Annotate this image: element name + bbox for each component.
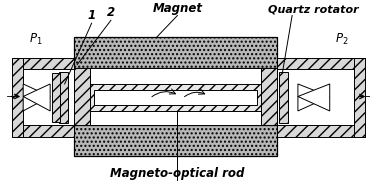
Text: $P_2$: $P_2$: [334, 32, 348, 47]
Bar: [90, 68, 261, 125]
Bar: [23, 70, 74, 125]
Bar: [279, 72, 288, 123]
Text: 2: 2: [107, 6, 115, 19]
Polygon shape: [298, 84, 330, 111]
Text: 1: 1: [87, 9, 96, 22]
Bar: [354, 58, 365, 137]
Bar: [277, 58, 365, 70]
Text: $P_1$: $P_1$: [29, 32, 43, 47]
Bar: [74, 37, 277, 68]
Bar: [74, 68, 90, 125]
Bar: [277, 125, 365, 137]
Bar: [74, 125, 277, 156]
Bar: [277, 70, 354, 125]
Bar: [12, 58, 23, 137]
Bar: [90, 84, 261, 111]
Bar: [261, 68, 277, 125]
Text: Quartz rotator: Quartz rotator: [268, 5, 359, 15]
Text: Magnet: Magnet: [152, 2, 202, 15]
Bar: [23, 70, 74, 125]
Polygon shape: [23, 84, 50, 111]
Bar: [59, 72, 69, 123]
Polygon shape: [23, 84, 50, 111]
Polygon shape: [298, 84, 330, 111]
Bar: [52, 73, 60, 122]
Text: Magneto-optical rod: Magneto-optical rod: [110, 167, 245, 180]
Bar: [12, 125, 74, 137]
Bar: [12, 58, 74, 70]
Bar: [93, 90, 257, 105]
